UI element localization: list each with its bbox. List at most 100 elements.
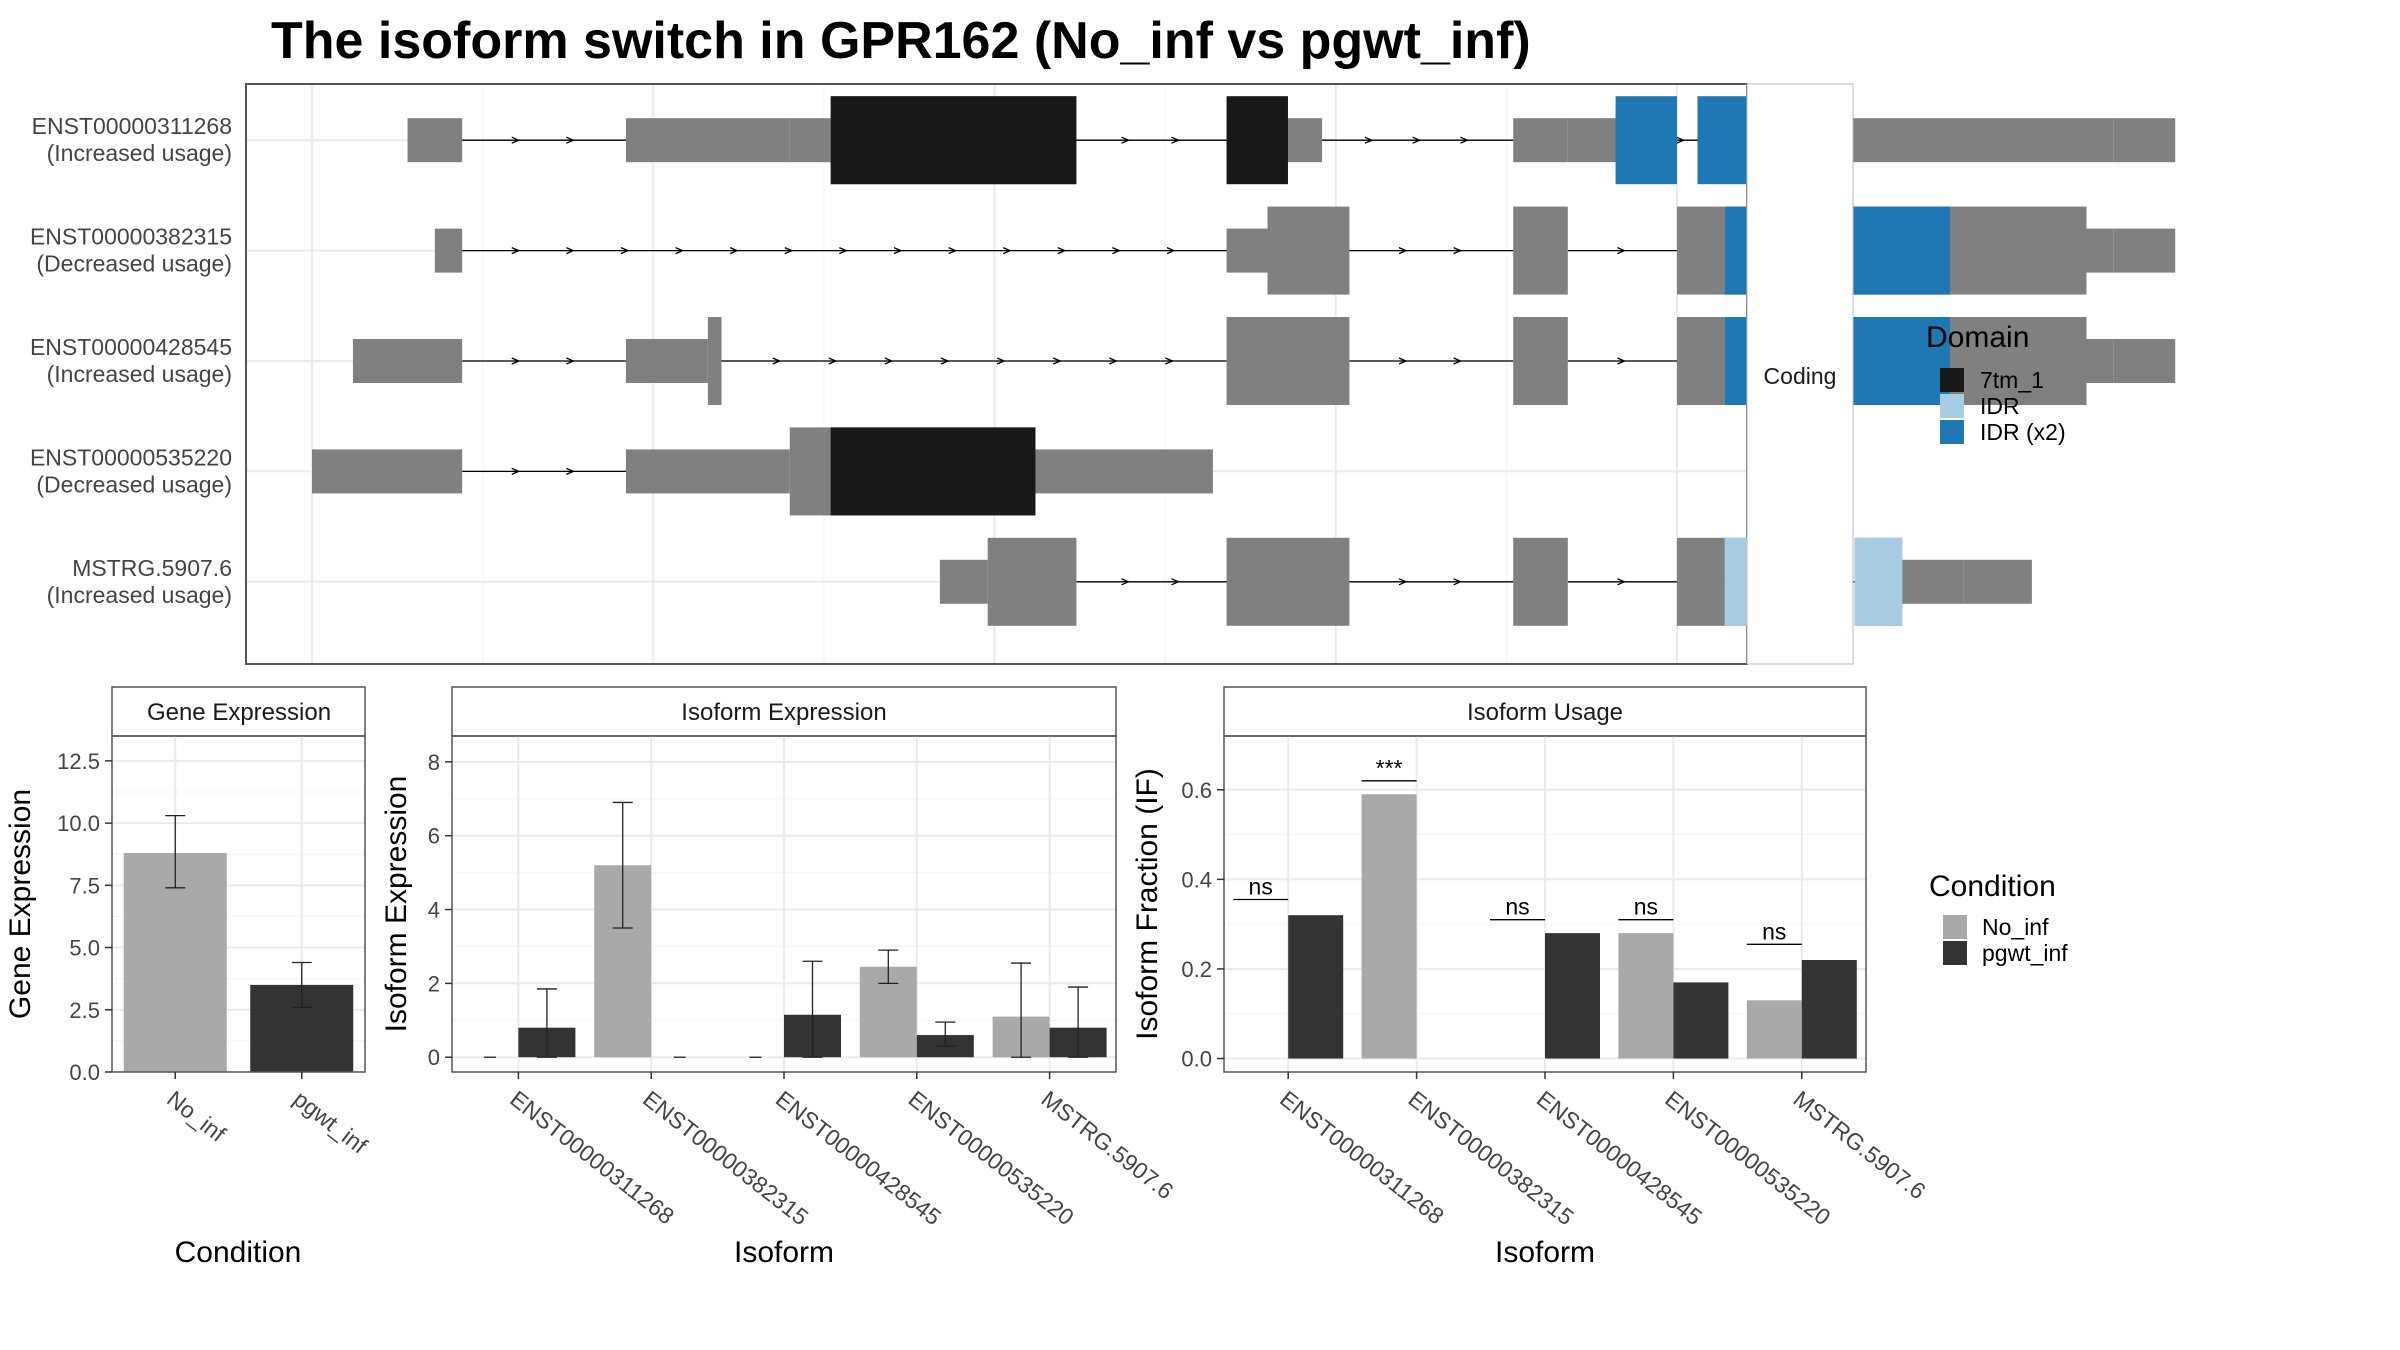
exon-coding	[1226, 317, 1350, 405]
intron-arrow	[1617, 247, 1627, 255]
exon-utr	[407, 118, 463, 163]
domain-7tm-1	[830, 96, 1077, 185]
isoform-row-status: (Increased usage)	[47, 361, 232, 387]
intron-arrow	[1617, 357, 1627, 365]
intron-arrow	[1398, 247, 1408, 255]
structure-panel: ENST00000311268(Increased usage)ENST0000…	[30, 83, 2176, 665]
intron-arrow	[729, 247, 739, 255]
exon-utr	[1963, 559, 2032, 604]
intron-arrow	[1171, 578, 1181, 586]
exon-utr	[2113, 339, 2176, 383]
intron-arrow	[1112, 247, 1122, 255]
exon-coding	[1513, 206, 1568, 295]
x-axis-title: Isoform	[1495, 1236, 1595, 1269]
intron-arrow	[1364, 136, 1374, 144]
x-tick-label: No_inf	[162, 1085, 231, 1147]
y-tick-label: 0.2	[1181, 957, 1212, 982]
panel-strip	[451, 686, 1117, 737]
exon-utr	[352, 339, 463, 383]
isoform-row-status: (Increased usage)	[47, 140, 232, 166]
exon-coding	[1677, 206, 1725, 295]
intron-arrow	[996, 357, 1006, 365]
intron-arrow	[1398, 357, 1408, 365]
isoform-row-label: ENST00000311268	[32, 113, 232, 139]
domain-legend-label: 7tm_1	[1980, 367, 2044, 393]
exon-utr	[939, 559, 988, 604]
gene-expression-panel: Gene Expression 0.0 2.5 5.0 7.5 10.0 12.5 No_in…	[4, 686, 373, 1269]
exon-utr	[789, 118, 831, 163]
intron-arrow	[1121, 578, 1131, 586]
intron-arrow	[1121, 136, 1131, 144]
y-tick-label: 0.0	[1181, 1047, 1212, 1072]
exon-utr	[312, 449, 463, 494]
exon-utr	[625, 118, 790, 163]
domain-legend-label: IDR (x2)	[1980, 419, 2066, 445]
intron-arrow	[1460, 136, 1470, 144]
domain-legend-swatch	[1940, 394, 1964, 418]
intron-arrow	[566, 357, 576, 365]
significance-label: ns	[1634, 894, 1658, 920]
intron-arrow	[566, 467, 576, 475]
intron-arrow	[511, 247, 521, 255]
isoform-structure-ENST00000535220	[312, 427, 1213, 516]
exon-utr	[1131, 449, 1213, 494]
coding-strip-label: Coding	[1764, 363, 1837, 389]
isoform-row-label: MSTRG.5907.6	[72, 555, 232, 581]
intron-arrow	[839, 247, 849, 255]
domain-7tm-1	[1226, 96, 1288, 185]
y-tick-label: 0.4	[1181, 867, 1212, 892]
domain-legend-swatch	[1940, 420, 1964, 444]
intron-arrow	[511, 467, 521, 475]
bar-No_inf	[123, 852, 227, 1072]
panel-strip	[111, 686, 366, 737]
intron-arrow	[566, 247, 576, 255]
exon-coding	[1677, 317, 1725, 405]
isoform-row-label: ENST00000382315	[30, 224, 232, 250]
exon-utr	[2086, 228, 2114, 273]
y-tick-label: 2.5	[69, 998, 100, 1023]
panel-strip	[1223, 686, 1867, 737]
condition-legend-title: Condition	[1929, 870, 2056, 903]
intron-arrow	[948, 247, 958, 255]
bar-No_inf-MSTRG.5907.6	[1746, 1000, 1802, 1059]
intron-arrow	[1171, 136, 1181, 144]
significance-label: ns	[1762, 918, 1786, 944]
bar-pgwt_inf-ENST00000535220	[1673, 982, 1729, 1059]
isoform-row-status: (Increased usage)	[47, 582, 232, 608]
y-tick-label: 8	[428, 750, 440, 775]
intron-arrow	[1052, 357, 1062, 365]
domain-legend-title: Domain	[1926, 321, 2029, 354]
coding-strip	[1746, 83, 1854, 665]
isoform-row-status: (Decreased usage)	[36, 251, 232, 277]
exon-utr	[625, 339, 708, 383]
isoform-row-status: (Decreased usage)	[36, 471, 232, 497]
panel-frame	[111, 735, 366, 1073]
significance-label: ns	[1505, 894, 1529, 920]
intron-arrow	[511, 136, 521, 144]
y-axis-title: Gene Expression	[4, 789, 37, 1019]
domain-idr-x2-	[1615, 96, 1677, 185]
intron-arrow	[620, 247, 630, 255]
intron-arrow	[940, 357, 950, 365]
exon-utr	[2113, 118, 2176, 163]
panel-strip-title: Gene Expression	[147, 699, 331, 726]
y-axis-title: Isoform Expression	[380, 776, 413, 1033]
intron-arrow	[1617, 578, 1627, 586]
intron-arrow	[511, 357, 521, 365]
isoform-expression-panel: Isoform Expression02468ENST00000311268EN…	[380, 686, 1178, 1269]
isoform-structure-ENST00000311268	[407, 96, 2176, 185]
intron-arrow	[784, 247, 794, 255]
intron-arrow	[884, 357, 894, 365]
x-axis-title: Condition	[175, 1236, 302, 1269]
exon-utr	[2086, 118, 2114, 163]
intron-arrow	[1166, 247, 1176, 255]
intron-arrow	[893, 247, 903, 255]
condition-legend-label: No_inf	[1982, 914, 2049, 940]
exon-utr	[625, 449, 790, 494]
y-tick-label: 2	[428, 971, 440, 996]
intron-arrow	[1453, 578, 1463, 586]
